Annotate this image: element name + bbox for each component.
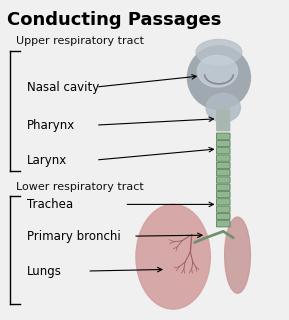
FancyBboxPatch shape [216, 155, 230, 161]
FancyBboxPatch shape [216, 184, 230, 190]
Text: Conducting Passages: Conducting Passages [7, 11, 221, 29]
FancyBboxPatch shape [216, 148, 230, 154]
FancyBboxPatch shape [216, 213, 230, 220]
Text: Upper respiratory tract: Upper respiratory tract [16, 36, 144, 46]
FancyBboxPatch shape [216, 140, 230, 147]
FancyBboxPatch shape [216, 220, 230, 227]
FancyBboxPatch shape [216, 199, 230, 205]
Ellipse shape [136, 204, 210, 309]
Ellipse shape [225, 217, 250, 293]
Text: Lower respiratory tract: Lower respiratory tract [16, 182, 143, 192]
FancyBboxPatch shape [216, 109, 230, 132]
Ellipse shape [197, 55, 238, 87]
Text: Nasal cavity: Nasal cavity [27, 81, 99, 93]
FancyBboxPatch shape [216, 170, 230, 176]
FancyBboxPatch shape [216, 162, 230, 169]
FancyBboxPatch shape [216, 177, 230, 183]
Text: Primary bronchi: Primary bronchi [27, 230, 121, 243]
Ellipse shape [206, 93, 240, 122]
Text: Lungs: Lungs [27, 265, 62, 277]
FancyBboxPatch shape [216, 191, 230, 198]
FancyBboxPatch shape [216, 133, 230, 140]
Ellipse shape [188, 46, 250, 109]
Ellipse shape [196, 39, 242, 65]
Text: Pharynx: Pharynx [27, 119, 75, 132]
Text: Larynx: Larynx [27, 154, 67, 166]
FancyBboxPatch shape [216, 206, 230, 212]
Text: Trachea: Trachea [27, 198, 73, 211]
